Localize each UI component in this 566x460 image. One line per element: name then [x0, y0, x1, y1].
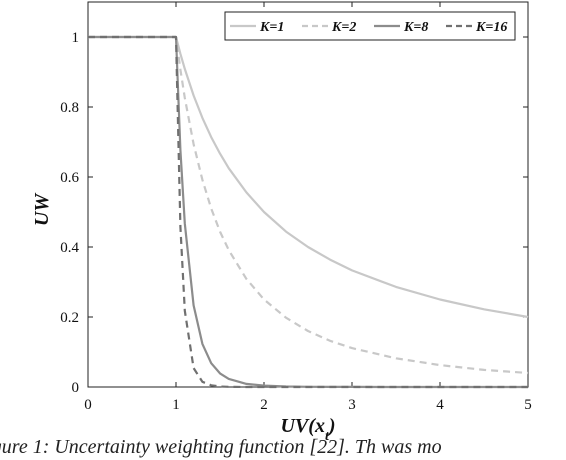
figure-caption: Figure 1: Uncertainty weighting function… — [0, 436, 442, 458]
series-line-k1 — [88, 35, 529, 319]
series-layer — [88, 35, 529, 389]
x-tick-label: 2 — [260, 397, 268, 413]
y-axis-title: UW — [31, 193, 53, 226]
legend-label: K=16 — [475, 20, 507, 35]
y-tick-label: 0.6 — [60, 170, 79, 186]
ticks-layer: 0 1 2 3 4 5 0 0.2 0.4 0.6 0.8 1 — [60, 2, 532, 413]
y-tick-label: 0 — [72, 380, 80, 396]
series-line-k8 — [88, 35, 528, 389]
series-line-k16 — [88, 35, 528, 389]
legend-label: K=2 — [331, 20, 356, 35]
x-tick-label: 4 — [436, 397, 444, 413]
legend-label: K=1 — [259, 20, 284, 35]
y-tick-label: 0.2 — [60, 310, 79, 326]
y-tick-label: 0.4 — [60, 240, 79, 256]
x-tick-label: 1 — [172, 397, 180, 413]
legend-label: K=8 — [403, 20, 428, 35]
x-tick-label: 5 — [524, 397, 532, 413]
y-tick-label: 1 — [72, 30, 80, 46]
x-tick-label: 3 — [348, 397, 356, 413]
x-tick-label: 0 — [84, 397, 92, 413]
legend: K=1 K=2 K=8 K=16 — [224, 11, 516, 41]
series-line-k2 — [88, 35, 529, 375]
y-tick-label: 0.8 — [60, 100, 79, 116]
